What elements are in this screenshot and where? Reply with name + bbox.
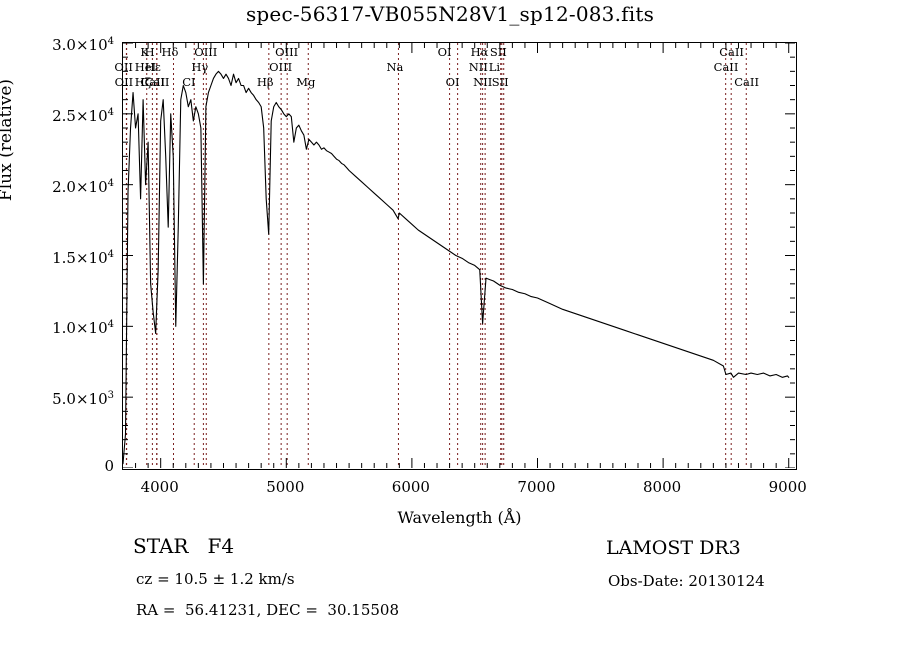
- spectral-line-label: Hα: [470, 45, 489, 59]
- spectral-line-label: Li: [488, 60, 501, 74]
- spectrum-trace: [123, 70, 790, 465]
- spectral-line-label: CaII: [719, 45, 744, 59]
- x-tick-label: 7000: [517, 478, 556, 496]
- y-tick-label: 1.0×104: [52, 319, 114, 338]
- y-tick-label: 1.5×104: [52, 248, 114, 267]
- x-tick-label: 5000: [266, 478, 305, 496]
- plot-title: spec-56317-VB055N28V1_sp12-083.fits: [245, 2, 655, 26]
- spectral-line-label: Na: [386, 60, 404, 74]
- spectral-line-label: NII: [473, 75, 493, 89]
- spectral-line-label: Mg: [296, 75, 316, 89]
- coordinates-text: RA = 56.41231, DEC = 30.15508: [136, 601, 400, 619]
- plot-canvas: [123, 43, 796, 469]
- survey-name-text: LAMOST DR3: [606, 537, 741, 559]
- x-tick-label: 9000: [768, 478, 807, 496]
- x-tick-label: 4000: [140, 478, 179, 496]
- redshift-velocity-text: cz = 10.5 ± 1.2 km/s: [136, 570, 295, 588]
- spectral-line-label: K: [140, 45, 149, 59]
- x-axis-label: Wavelength (Å): [397, 508, 522, 527]
- spectral-line-label: SII: [491, 75, 509, 89]
- spectral-line-label: OII: [114, 75, 134, 89]
- spectral-line-label: Hε: [144, 60, 161, 74]
- x-tick-label: 6000: [391, 478, 430, 496]
- y-tick-label: 3.0×104: [52, 36, 114, 54]
- y-axis-label: Flux (relative): [0, 0, 16, 201]
- spectral-line-label: SII: [489, 45, 507, 59]
- x-tick-label: 8000: [643, 478, 682, 496]
- spectral-line-label: OIII: [194, 45, 218, 59]
- y-tick-label: 5.0×103: [52, 390, 114, 409]
- spectral-line-label: CaII: [734, 75, 759, 89]
- spectral-line-label: Hβ: [256, 75, 274, 89]
- object-type-text: STAR F4: [133, 534, 235, 558]
- spectral-line-label: OII: [114, 60, 133, 74]
- spectral-line-label: OIII: [275, 45, 299, 59]
- spectral-line-label: NII: [468, 60, 488, 74]
- spectral-line-label: Hγ: [191, 60, 209, 74]
- y-tick-label: 0: [104, 457, 114, 475]
- plot-frame: [122, 42, 797, 470]
- spectral-line-label: HeI: [134, 60, 157, 74]
- spectral-line-label: Hζ: [134, 75, 151, 89]
- spectral-line-label: H: [144, 45, 155, 59]
- spectral-line-label: CaII: [713, 60, 739, 74]
- spectral-line-label: OIII: [269, 60, 293, 74]
- axis-ticks: [123, 43, 795, 468]
- y-tick-label: 2.5×104: [52, 106, 114, 125]
- spectrum-svg: [123, 43, 795, 468]
- spectral-line-label: OI: [437, 45, 452, 59]
- obs-date-text: Obs-Date: 20130124: [608, 572, 765, 590]
- y-tick-label: 2.0×104: [52, 177, 114, 196]
- spectral-line-label: OI: [445, 75, 460, 89]
- spectral-line-label: CaII: [144, 75, 170, 89]
- spectral-line-label: Hδ: [161, 45, 179, 59]
- spectral-line-label: CI: [182, 75, 196, 89]
- spectral-line-label: CaII: [140, 75, 166, 89]
